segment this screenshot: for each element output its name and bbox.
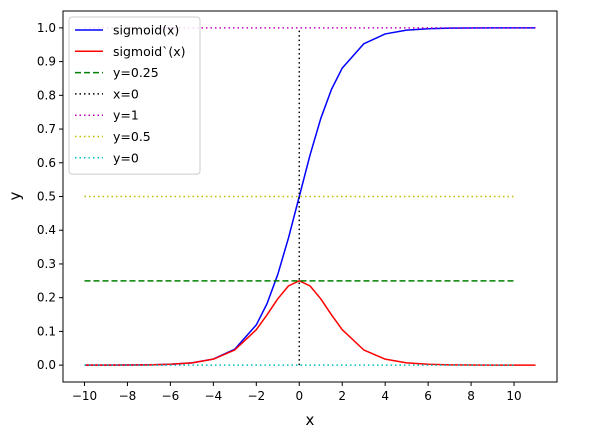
legend-label: y=1	[113, 108, 139, 123]
x-axis-label: x	[306, 411, 315, 429]
legend-label: y=0.5	[113, 129, 151, 144]
x-tick-label: −10	[72, 389, 97, 403]
y-tick-label: 0.1	[37, 324, 56, 338]
series-line-1	[84, 280, 536, 366]
y-tick-label: 0.4	[37, 223, 56, 237]
legend-label: sigmoid`(x)	[113, 44, 186, 59]
y-tick-label: 0.2	[37, 291, 56, 305]
x-tick-label: 10	[506, 389, 521, 403]
y-tick-label: 0.8	[37, 88, 56, 102]
legend-label: x=0	[113, 86, 139, 101]
legend: sigmoid(x) sigmoid`(x) y=0.25 x=0 y=1 y=0.5 y=…	[68, 16, 201, 175]
x-tick-label: −8	[119, 389, 137, 403]
y-axis: 0.0 0.1 0.2 0.3 0.4 0.5 0.6 0.7 0.8 0.9 1.0	[37, 21, 63, 372]
y-tick-label: 0.5	[37, 190, 56, 204]
y-tick-label: 0.6	[37, 156, 56, 170]
y-tick-label: 0.9	[37, 55, 56, 69]
x-tick-label: −2	[247, 389, 265, 403]
y-tick-label: 0.0	[37, 358, 56, 372]
x-tick-label: 0	[295, 389, 303, 403]
x-tick-label: 6	[424, 389, 432, 403]
legend-box	[68, 16, 201, 175]
x-axis: −10 −8 −6 −4 −2 0 2 4 6 8 10	[72, 382, 522, 403]
legend-label: sigmoid(x)	[113, 23, 179, 38]
legend-label: y=0.25	[113, 65, 159, 80]
series-layer	[84, 27, 536, 366]
y-tick-label: 0.7	[37, 122, 56, 136]
x-tick-label: 8	[467, 389, 475, 403]
y-tick-label: 0.3	[37, 257, 56, 271]
x-tick-label: −6	[162, 389, 180, 403]
y-axis-label: y	[6, 191, 24, 200]
x-tick-label: 2	[338, 389, 346, 403]
legend-label: y=0	[113, 150, 139, 165]
x-tick-label: 4	[381, 389, 389, 403]
y-tick-label: 1.0	[37, 21, 56, 35]
x-tick-label: −4	[204, 389, 222, 403]
